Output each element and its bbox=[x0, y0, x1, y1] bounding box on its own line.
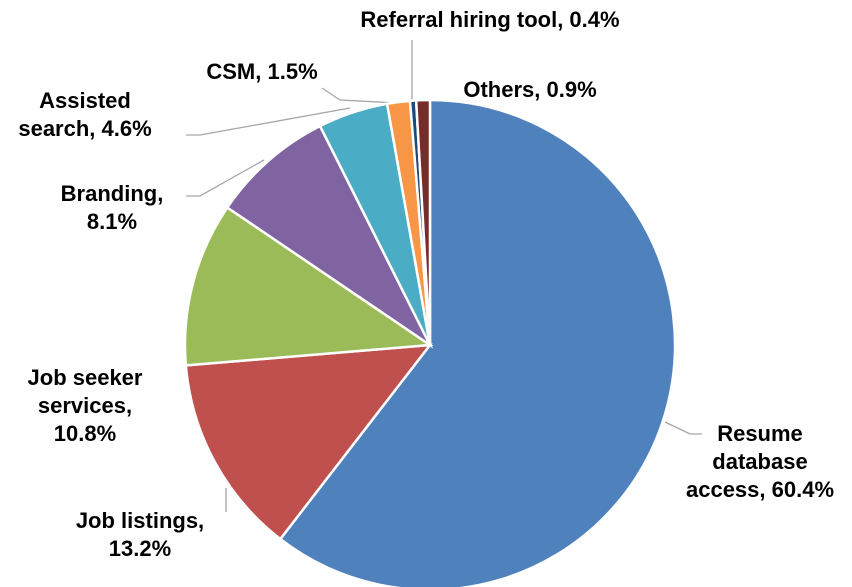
data-label: Others, 0.9% bbox=[463, 77, 597, 102]
leader-line bbox=[664, 421, 702, 435]
pie-slice bbox=[278, 98, 677, 587]
leader-line bbox=[186, 159, 265, 197]
pie-slice bbox=[225, 124, 434, 349]
data-label: Branding, 8.1% bbox=[60, 181, 164, 234]
data-label: Resume database access, 60.4% bbox=[685, 421, 835, 502]
data-label: Job listings, 13.2% bbox=[75, 508, 205, 561]
pie-slice bbox=[183, 205, 434, 367]
data-label: Job seeker services, 10.8% bbox=[27, 365, 143, 446]
data-label: Assisted search, 4.6% bbox=[18, 88, 152, 141]
data-label: Referral hiring tool, 0.4% bbox=[360, 7, 620, 32]
data-label: CSM, 1.5% bbox=[206, 59, 318, 84]
pie-slice bbox=[184, 343, 433, 541]
leader-line bbox=[321, 87, 398, 104]
pie-slice bbox=[414, 98, 432, 346]
leader-lines bbox=[186, 40, 702, 512]
leader-line bbox=[186, 107, 351, 136]
